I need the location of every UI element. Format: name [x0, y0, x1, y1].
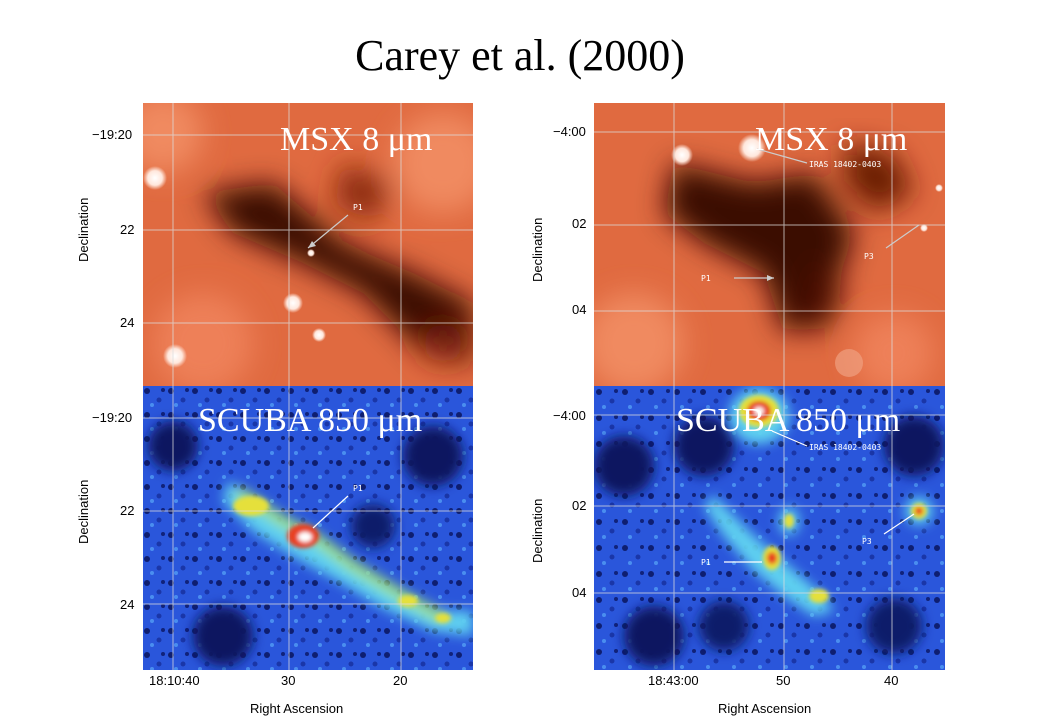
left-scuba-image: P1: [143, 386, 473, 670]
left-msx-p1-label: P1: [353, 203, 363, 212]
right-scuba-p3-label: P3: [862, 537, 872, 546]
left-dec-tick-1: −19:20: [92, 127, 133, 142]
left-scuba-title: SCUBA 850 μm: [198, 402, 423, 439]
right-ra-axis-label: Right Ascension: [718, 701, 812, 716]
right-msx-title: MSX 8 μm: [755, 121, 908, 158]
left-scuba-panel: P1 SCUBA 850 μm: [143, 386, 473, 670]
right-scuba-iras-label: IRAS 18402-0403: [809, 443, 881, 452]
left-dec-tick-lower-3: 24: [120, 597, 135, 612]
right-scuba-title: SCUBA 850 μm: [676, 402, 901, 439]
right-ra-tick-3: 40: [884, 673, 899, 688]
right-dec-tick-1: −4:00: [553, 124, 586, 139]
right-ra-tick-2: 50: [776, 673, 791, 688]
right-msx-p3-label: P3: [864, 252, 874, 261]
right-dec-tick-lower-3: 04: [572, 585, 587, 600]
right-dec-tick-2: 02: [572, 216, 587, 231]
left-dec-axis-label-lower: Declination: [76, 479, 91, 544]
left-dec-tick-2: 22: [120, 222, 135, 237]
left-ra-axis-label: Right Ascension: [250, 701, 344, 716]
right-dec-tick-lower-1: −4:00: [553, 408, 586, 423]
left-dec-tick-3: 24: [120, 315, 135, 330]
left-dec-tick-lower-2: 22: [120, 503, 135, 518]
right-ra-tick-1: 18:43:00: [648, 673, 699, 688]
right-msx-iras-label: IRAS 18402-0403: [809, 160, 881, 169]
right-scuba-p1-label: P1: [701, 558, 711, 567]
right-msx-image: IRAS 18402-0403 P1 P3: [594, 103, 945, 386]
left-msx-panel: P1 MSX 8 μm: [143, 103, 473, 386]
right-dec-axis-label-upper: Declination: [530, 217, 545, 282]
left-msx-title: MSX 8 μm: [280, 121, 433, 158]
left-dec-tick-lower-1: −19:20: [92, 410, 133, 425]
right-msx-panel: IRAS 18402-0403 P1 P3 MSX 8 μm: [594, 103, 945, 386]
right-dec-axis-label-lower: Declination: [530, 498, 545, 563]
right-scuba-image: IRAS 18402-0403 P1 P3: [594, 386, 945, 670]
right-scuba-panel: IRAS 18402-0403 P1 P3 SCUBA 850 μm: [594, 386, 945, 670]
left-scuba-p1-label: P1: [353, 484, 363, 493]
right-dec-tick-3: 04: [572, 302, 587, 317]
right-msx-p1-label: P1: [701, 274, 711, 283]
left-ra-tick-1: 18:10:40: [149, 673, 200, 688]
left-msx-image: P1: [143, 103, 473, 386]
left-ra-tick-3: 20: [393, 673, 408, 688]
figure-title: Carey et al. (2000): [355, 31, 685, 80]
left-dec-axis-label-upper: Declination: [76, 197, 91, 262]
left-ra-tick-2: 30: [281, 673, 296, 688]
right-dec-tick-lower-2: 02: [572, 498, 587, 513]
